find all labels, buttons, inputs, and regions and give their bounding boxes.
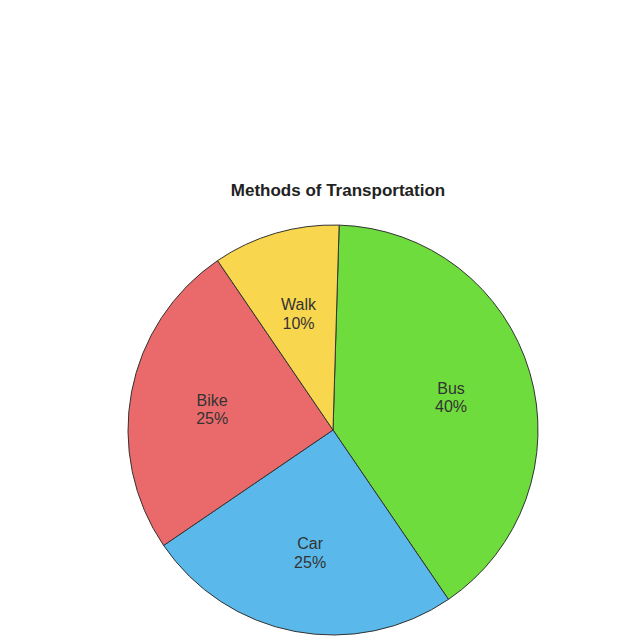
slice-label: Bus40% [435, 380, 467, 415]
pie [128, 225, 538, 635]
slice-value: 25% [294, 554, 326, 571]
slice-category: Walk [281, 296, 317, 313]
slice-value: 25% [196, 410, 228, 427]
slice-label: Bike25% [196, 392, 228, 427]
slice-category: Car [297, 535, 323, 552]
slice-category: Bike [197, 392, 228, 409]
slice-value: 40% [435, 398, 467, 415]
background [0, 0, 640, 640]
slice-label: Walk 10% [281, 296, 317, 331]
chart-title: Methods of Transportation [231, 181, 445, 200]
slice-category: Bus [437, 380, 465, 397]
slice-labels: Bus40%Car25%Bike25%Walk10% [196, 296, 467, 570]
slice-value: 10% [283, 315, 315, 332]
chart: Methods of TransportationBus40%Car25%Bik… [0, 0, 640, 640]
slice-label: Car 25% [294, 535, 326, 570]
pie-slice [218, 225, 340, 430]
pie-slice [128, 261, 333, 546]
